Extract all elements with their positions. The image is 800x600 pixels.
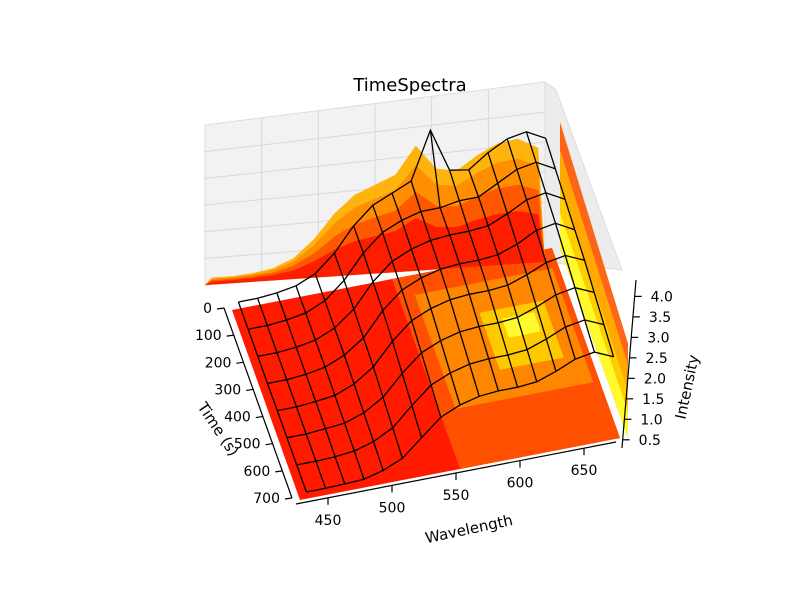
y-tick-mark <box>265 443 273 446</box>
y-axis-label: Time (s) <box>193 398 243 459</box>
chart-title: TimeSpectra <box>352 75 466 96</box>
floor-contour <box>232 248 620 500</box>
y-tick-label: 400 <box>224 410 251 426</box>
wavelength-line-580 <box>429 130 500 392</box>
y-tick-label: 500 <box>234 437 261 453</box>
z-tick-label: 0.5 <box>639 433 661 449</box>
wavelength-line-460 <box>276 292 346 485</box>
z-axis-label: Intensity <box>672 353 703 421</box>
wavelength-line-520 <box>352 225 423 438</box>
grid-line <box>204 111 546 153</box>
grid-line <box>204 141 546 179</box>
time-ticks: 0 100 200 300 400 500 600 700 <box>195 301 293 507</box>
x-tick-label: 550 <box>443 488 470 504</box>
y-tick-label: 700 <box>253 491 280 507</box>
wavelength-line-430 <box>237 301 308 493</box>
wavelength-line-505 <box>333 252 404 459</box>
wavelength-line-610 <box>468 169 538 382</box>
z-tick-label: 2.5 <box>646 351 668 367</box>
z-tick-label: 2.0 <box>644 371 666 387</box>
wavelength-line-565 <box>410 180 480 397</box>
y-tick-mark <box>236 361 244 364</box>
y-tick-mark <box>246 388 254 392</box>
z-tick-label: 3.5 <box>649 310 671 326</box>
x-tick-label: 650 <box>571 463 598 479</box>
x-axis-label: Wavelength <box>424 511 515 547</box>
z-tick-label: 3.0 <box>647 330 669 346</box>
y-tick-mark <box>255 415 263 419</box>
wavelength-line-655 <box>525 131 596 353</box>
wavelength-ticks: 450 500 550 600 650 <box>315 448 598 529</box>
y-tick-mark <box>226 334 234 337</box>
y-tick-label: 300 <box>214 382 241 398</box>
wavelength-line-475 <box>295 285 365 480</box>
wavelength-line-640 <box>506 138 576 360</box>
wavelength-line-595 <box>448 170 519 388</box>
wavelength-line-670 <box>544 138 615 357</box>
y-tick-mark <box>284 497 293 500</box>
surface-wireframe <box>237 128 615 493</box>
y-tick-label: 200 <box>205 355 232 371</box>
y-tick-mark <box>216 307 225 310</box>
x-tick-label: 500 <box>379 500 406 516</box>
z-tick-label: 1.0 <box>640 412 662 428</box>
z-tick-label: 1.5 <box>642 392 664 408</box>
wavelength-line-625 <box>487 152 557 372</box>
z-tick-label: 4.0 <box>651 289 673 305</box>
x-tick-label: 450 <box>315 513 342 529</box>
wavelength-line-550 <box>391 192 461 406</box>
intensity-ticks: 0.5 1.0 1.5 2.0 2.5 3.0 3.5 4.0 <box>622 289 673 449</box>
y-tick-label: 100 <box>195 328 222 344</box>
z-axis-line <box>621 279 637 449</box>
floor-contour-band <box>479 300 564 370</box>
y-tick-label: 0 <box>203 301 212 317</box>
wavelength-line-445 <box>256 298 327 489</box>
wavelength-wall-contour <box>560 122 628 438</box>
y-tick-label: 600 <box>244 464 271 480</box>
y-tick-mark <box>275 470 283 473</box>
x-tick-label: 600 <box>507 476 534 492</box>
wavelength-wall-band <box>560 213 628 438</box>
wavelength-line-535 <box>372 205 442 418</box>
y-axis-line <box>223 307 293 499</box>
wavelength-line-490 <box>314 273 384 471</box>
